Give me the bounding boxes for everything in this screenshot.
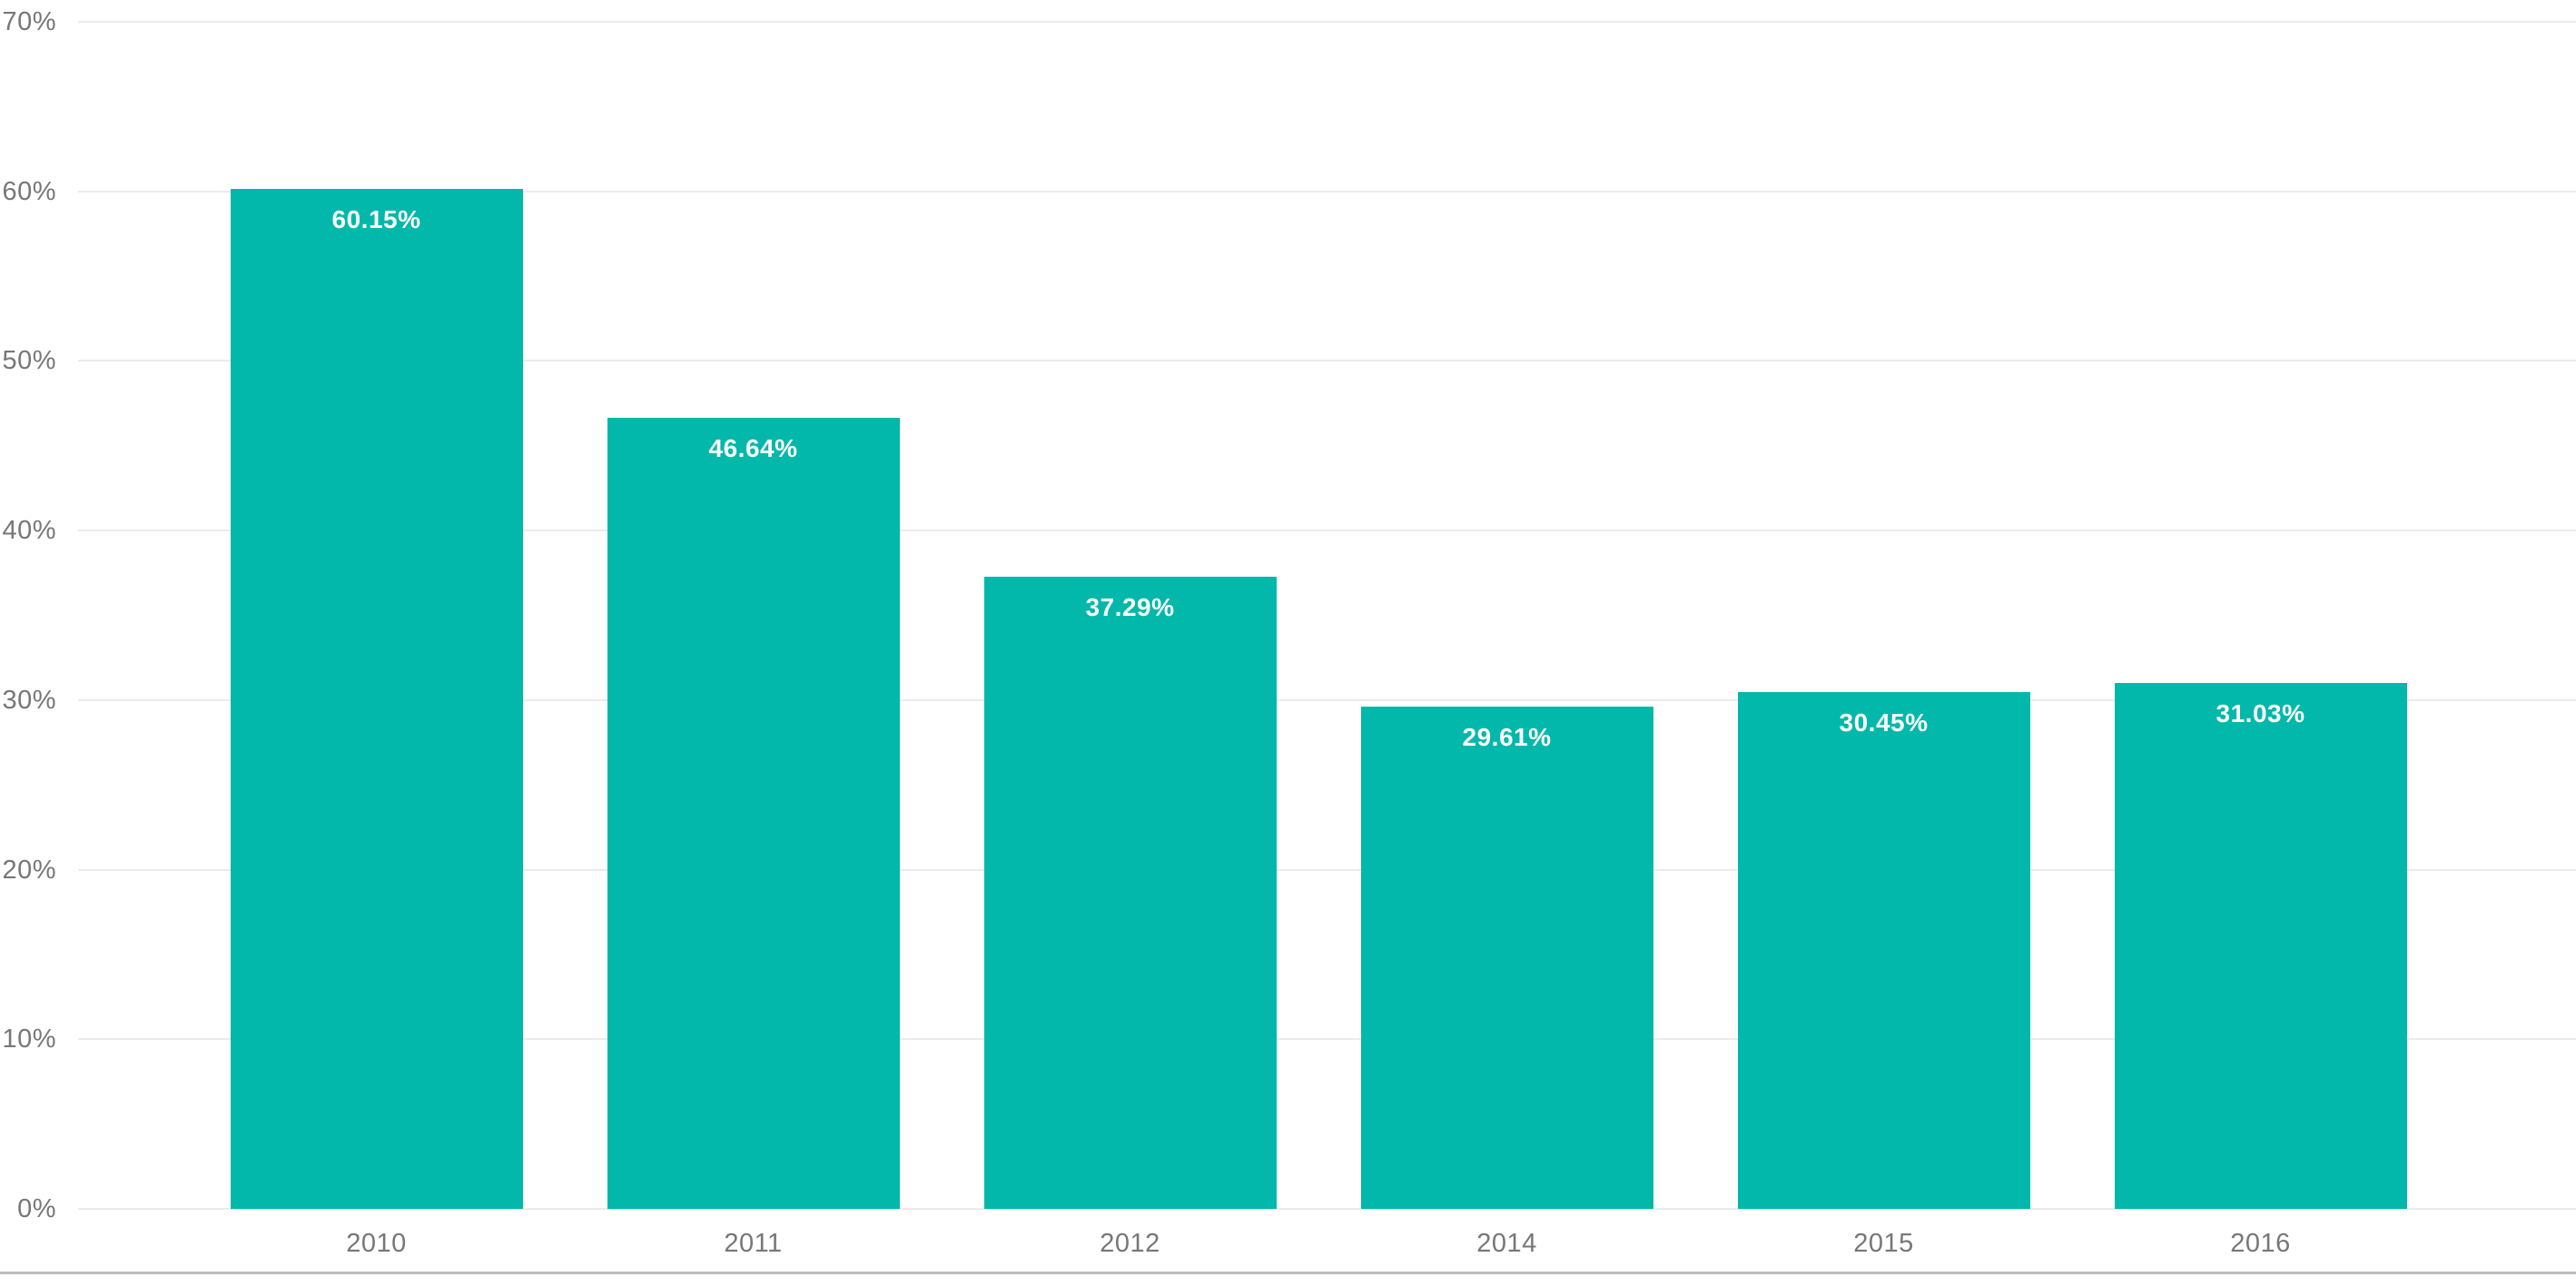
x-axis-category-label: 2011 xyxy=(724,1229,783,1258)
bar[interactable]: 29.61% xyxy=(1360,707,1653,1209)
bar-data-label: 29.61% xyxy=(1462,723,1552,752)
y-axis-tick-label: 30% xyxy=(2,685,56,715)
x-axis-category-label: 2012 xyxy=(1100,1229,1160,1258)
x-axis-category-label: 2014 xyxy=(1476,1229,1537,1258)
bottom-border xyxy=(0,1272,2576,1274)
bar[interactable]: 31.03% xyxy=(2114,682,2407,1209)
bar[interactable]: 60.15% xyxy=(230,188,523,1209)
y-gridline xyxy=(78,1208,2576,1210)
y-axis-tick-label: 0% xyxy=(17,1194,56,1223)
bar[interactable]: 30.45% xyxy=(1737,692,2030,1209)
x-axis-category-label: 2015 xyxy=(1853,1229,1914,1258)
bar-data-label: 46.64% xyxy=(708,434,798,463)
y-gridline xyxy=(78,190,2576,193)
y-axis-tick-label: 20% xyxy=(2,855,56,885)
x-axis-category-label: 2016 xyxy=(2230,1229,2291,1258)
y-axis-tick-label: 50% xyxy=(2,346,56,376)
y-gridline xyxy=(78,868,2576,871)
x-axis-category-label: 2010 xyxy=(346,1229,407,1258)
bar-data-label: 60.15% xyxy=(331,204,421,233)
bar-data-label: 37.29% xyxy=(1085,592,1175,621)
y-gridline xyxy=(78,21,2576,23)
y-axis-tick-label: 60% xyxy=(2,176,56,206)
bar-data-label: 31.03% xyxy=(2216,698,2305,728)
y-gridline xyxy=(78,698,2576,701)
bar[interactable]: 46.64% xyxy=(607,418,900,1209)
y-axis-tick-label: 10% xyxy=(2,1025,56,1054)
y-gridline xyxy=(78,360,2576,362)
bar[interactable]: 37.29% xyxy=(983,576,1277,1209)
bar-data-label: 30.45% xyxy=(1839,708,1929,738)
y-axis-tick-label: 70% xyxy=(2,7,56,36)
y-gridline xyxy=(78,1038,2576,1041)
y-gridline xyxy=(78,530,2576,532)
y-axis-tick-label: 40% xyxy=(2,516,56,546)
